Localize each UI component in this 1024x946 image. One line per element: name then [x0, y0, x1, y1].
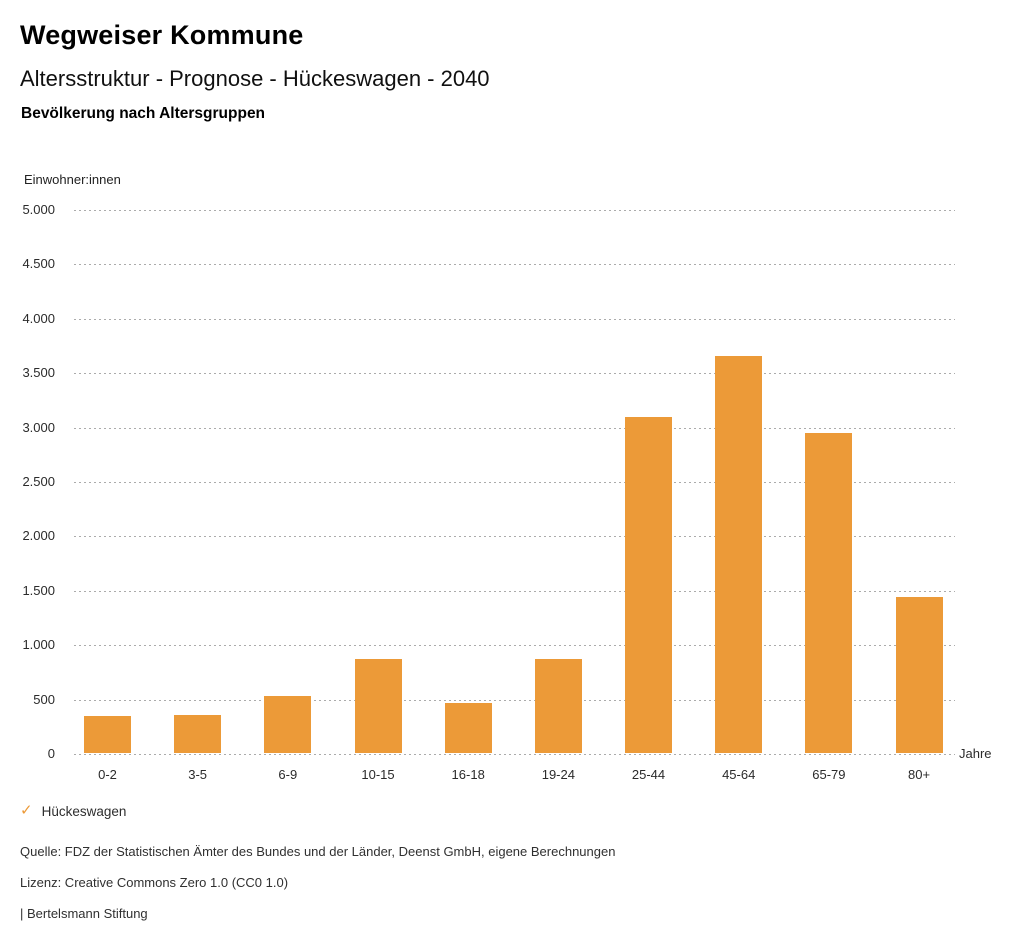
x-tick-label-80+: 80+: [907, 767, 931, 782]
x-tick-label-16-18: 16-18: [451, 767, 485, 782]
x-tick-label-65-79: 65-79: [812, 767, 846, 782]
license-text: Lizenz: Creative Commons Zero 1.0 (CC0 1…: [20, 875, 289, 890]
attribution-text: | Bertelsmann Stiftung: [20, 906, 148, 921]
x-tick-label-0-2: 0-2: [98, 767, 117, 782]
source-text: Quelle: FDZ der Statistischen Ämter des …: [20, 844, 616, 859]
gridline-3.000: [74, 427, 955, 429]
x-tick-label-10-15: 10-15: [361, 767, 395, 782]
bar-19-24[interactable]: [534, 659, 582, 753]
gridline-4.500: [74, 264, 955, 266]
bar-0-2[interactable]: [84, 716, 131, 753]
y-tick-label-5.000: 5.000: [22, 202, 55, 217]
y-tick-label-500: 500: [33, 691, 55, 707]
y-tick-label-3.500: 3.500: [22, 365, 55, 381]
gridline-500: [74, 699, 955, 701]
gridline-2.000: [74, 536, 955, 538]
gridline-1.000: [74, 645, 955, 647]
y-tick-label-2.000: 2.000: [22, 528, 55, 544]
y-tick-label-1.500: 1.500: [22, 582, 55, 598]
page-title: Altersstruktur - Prognose - Hückeswagen …: [20, 66, 490, 91]
bar-16-18[interactable]: [444, 702, 492, 753]
y-tick-label-3.000: 3.000: [22, 419, 55, 435]
legend-label: Hückeswagen: [41, 803, 127, 819]
gridline-5.000: [74, 210, 955, 211]
bar-25-44[interactable]: [625, 416, 673, 753]
y-tick-label-4.500: 4.500: [22, 256, 55, 272]
bar-10-15[interactable]: [354, 659, 402, 753]
x-tick-label-19-24: 19-24: [541, 767, 575, 782]
legend-check-icon: ✓: [20, 802, 33, 819]
gridline-0: [74, 754, 955, 755]
x-tick-label-6-9: 6-9: [278, 767, 298, 782]
y-tick-label-2.500: 2.500: [22, 474, 55, 489]
bar-6-9[interactable]: [264, 696, 312, 753]
x-tick-label-25-44: 25-44: [631, 767, 666, 782]
x-axis-unit-label: Jahre: [959, 746, 992, 761]
x-tick-label-45-64: 45-64: [722, 767, 756, 782]
x-tick-label-3-5: 3-5: [188, 767, 208, 782]
bar-45-64[interactable]: [715, 355, 763, 753]
gridline-2.500: [74, 482, 955, 483]
gridline-1.500: [74, 590, 955, 592]
chart-title: Bevölkerung nach Altersgruppen: [21, 105, 266, 122]
y-tick-label-1.000: 1.000: [22, 637, 55, 653]
plot-area: Jahre 0 500 1.000 1.500 2.000 2.500 3.000 3.500…: [22, 202, 991, 782]
y-tick-label-4.000: 4.000: [22, 310, 55, 326]
app-title: Wegweiser Kommune: [20, 20, 304, 50]
gridline-4.000: [74, 318, 955, 320]
bar-65-79[interactable]: [805, 433, 853, 753]
gridline-3.500: [74, 373, 955, 375]
y-tick-label-0: 0: [47, 746, 55, 761]
y-axis-title: Einwohner:innen: [24, 172, 121, 187]
bar-80+[interactable]: [895, 597, 943, 753]
legend-item-hueckeswagen[interactable]: ✓ Hückeswagen: [20, 803, 126, 819]
bar-3-5[interactable]: [174, 714, 222, 753]
